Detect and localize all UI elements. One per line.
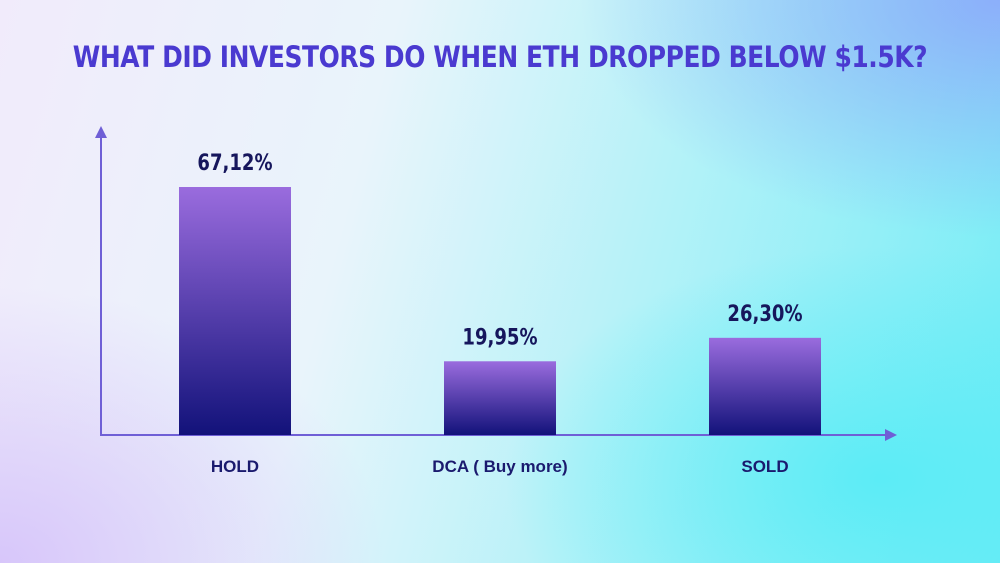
x-axis-arrow bbox=[885, 429, 897, 441]
y-axis-arrow bbox=[95, 126, 107, 138]
value-label-1: 19,95% bbox=[462, 324, 537, 350]
value-label-2: 26,30% bbox=[727, 300, 802, 326]
category-label-0: HOLD bbox=[211, 457, 259, 476]
category-label-1: DCA ( Buy more) bbox=[432, 457, 567, 476]
bar-1 bbox=[444, 361, 556, 435]
bar-0 bbox=[179, 187, 291, 435]
chart-title: WHAT DID INVESTORS DO WHEN ETH DROPPED B… bbox=[72, 40, 928, 74]
category-label-2: SOLD bbox=[741, 457, 788, 476]
bar-2 bbox=[709, 337, 821, 435]
value-label-0: 67,12% bbox=[197, 149, 272, 175]
